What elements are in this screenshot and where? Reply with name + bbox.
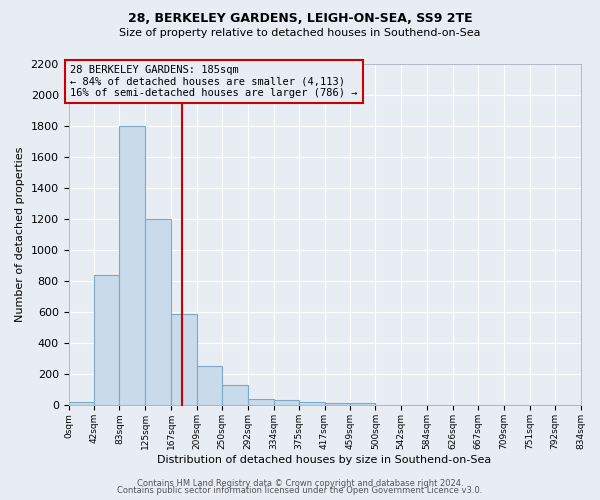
Bar: [145, 219, 171, 406]
Bar: [248, 399, 274, 406]
Bar: [325, 403, 350, 406]
Y-axis label: Number of detached properties: Number of detached properties: [15, 147, 25, 322]
X-axis label: Distribution of detached houses by size in Southend-on-Sea: Distribution of detached houses by size …: [157, 455, 491, 465]
Text: Contains HM Land Registry data © Crown copyright and database right 2024.: Contains HM Land Registry data © Crown c…: [137, 478, 463, 488]
Bar: [119, 126, 145, 406]
Bar: [274, 400, 299, 406]
Bar: [94, 275, 119, 406]
Text: 28 BERKELEY GARDENS: 185sqm
← 84% of detached houses are smaller (4,113)
16% of : 28 BERKELEY GARDENS: 185sqm ← 84% of det…: [70, 65, 358, 98]
Bar: [222, 386, 248, 406]
Text: Contains public sector information licensed under the Open Government Licence v3: Contains public sector information licen…: [118, 486, 482, 495]
Bar: [68, 402, 94, 406]
Text: Size of property relative to detached houses in Southend-on-Sea: Size of property relative to detached ho…: [119, 28, 481, 38]
Bar: [350, 403, 376, 406]
Text: 28, BERKELEY GARDENS, LEIGH-ON-SEA, SS9 2TE: 28, BERKELEY GARDENS, LEIGH-ON-SEA, SS9 …: [128, 12, 472, 26]
Bar: [171, 314, 197, 406]
Bar: [299, 402, 325, 406]
Bar: [197, 366, 222, 406]
